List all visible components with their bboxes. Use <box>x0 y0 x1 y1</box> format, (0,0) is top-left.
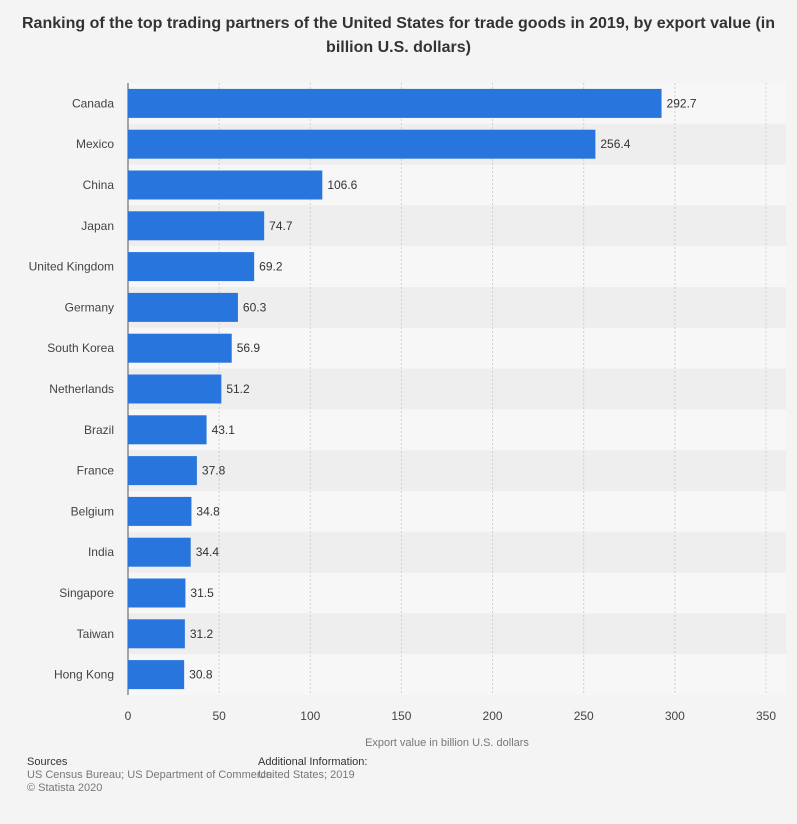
x-tick-label: 350 <box>756 709 776 723</box>
bar-mexico <box>128 129 596 159</box>
row-stripe <box>128 450 786 491</box>
x-tick-label: 50 <box>212 709 226 723</box>
value-label: 256.4 <box>600 137 630 151</box>
additional-info-block: Additional Information: United States; 2… <box>258 756 367 782</box>
category-label: China <box>83 178 115 192</box>
bar-brazil <box>128 415 207 445</box>
x-axis-label: Export value in billion U.S. dollars <box>365 737 529 749</box>
bar-chart: Canada 292.7 Mexico 256.4 China 106.6 Japan 74.… <box>28 83 786 749</box>
category-label: Hong Kong <box>54 668 114 682</box>
category-label: Belgium <box>71 504 114 518</box>
row-stripe <box>128 368 786 410</box>
category-label: Taiwan <box>77 627 114 641</box>
bar-china <box>128 170 323 200</box>
value-label: 31.2 <box>190 627 214 641</box>
chart-title: Ranking of the top trading partners of t… <box>22 15 775 56</box>
row-stripe <box>128 491 786 532</box>
additional-info-heading: Additional Information: <box>258 756 368 768</box>
category-label: India <box>88 545 114 559</box>
category-label: Mexico <box>76 137 114 151</box>
value-label: 31.5 <box>190 586 214 600</box>
x-tick-label: 300 <box>665 709 685 723</box>
sources-text: US Census Bureau; US Department of Comme… <box>27 769 273 781</box>
bar-taiwan <box>128 619 185 649</box>
bar-belgium <box>128 496 192 526</box>
row-stripe <box>128 327 786 369</box>
bar-singapore <box>128 578 186 608</box>
bar-india <box>128 537 191 567</box>
value-label: 43.1 <box>212 423 236 437</box>
category-label: Netherlands <box>49 382 114 396</box>
x-tick-label: 200 <box>483 709 503 723</box>
category-label: Germany <box>65 300 114 314</box>
x-tick-label: 150 <box>391 709 411 723</box>
x-tick-label: 0 <box>125 709 132 723</box>
value-label: 74.7 <box>269 219 293 233</box>
category-label: South Korea <box>47 341 114 355</box>
category-label: Brazil <box>84 423 114 437</box>
row-stripe <box>128 613 786 655</box>
row-stripe <box>128 572 786 614</box>
row-stripe <box>128 654 786 695</box>
category-label: Singapore <box>59 586 114 600</box>
sources-heading: Sources <box>27 756 68 768</box>
bar-germany <box>128 292 238 322</box>
bar-france <box>128 456 197 486</box>
value-label: 69.2 <box>259 260 283 274</box>
value-label: 60.3 <box>243 300 267 314</box>
value-label: 56.9 <box>237 341 261 355</box>
value-label: 30.8 <box>189 668 213 682</box>
category-label: United Kingdom <box>29 260 114 274</box>
row-stripe <box>128 531 786 573</box>
value-label: 106.6 <box>327 178 357 192</box>
value-label: 51.2 <box>226 382 250 396</box>
category-label: France <box>77 464 115 478</box>
copyright-text: © Statista 2020 <box>27 782 103 794</box>
bar-united-kingdom <box>128 252 255 282</box>
category-label: Japan <box>81 219 114 233</box>
bar-canada <box>128 88 662 118</box>
x-tick-label: 100 <box>300 709 320 723</box>
bar-japan <box>128 211 265 241</box>
additional-info-text: United States; 2019 <box>258 769 355 781</box>
bar-netherlands <box>128 374 222 404</box>
sources-block: Sources US Census Bureau; US Department … <box>27 756 272 795</box>
bar-south-korea <box>128 333 232 363</box>
value-label: 34.4 <box>196 545 220 559</box>
x-tick-label: 250 <box>574 709 594 723</box>
value-label: 37.8 <box>202 464 226 478</box>
category-label: Canada <box>72 96 114 110</box>
value-label: 34.8 <box>196 504 220 518</box>
value-label: 292.7 <box>667 96 697 110</box>
row-stripe <box>128 409 786 451</box>
bar-hong-kong <box>128 660 185 690</box>
